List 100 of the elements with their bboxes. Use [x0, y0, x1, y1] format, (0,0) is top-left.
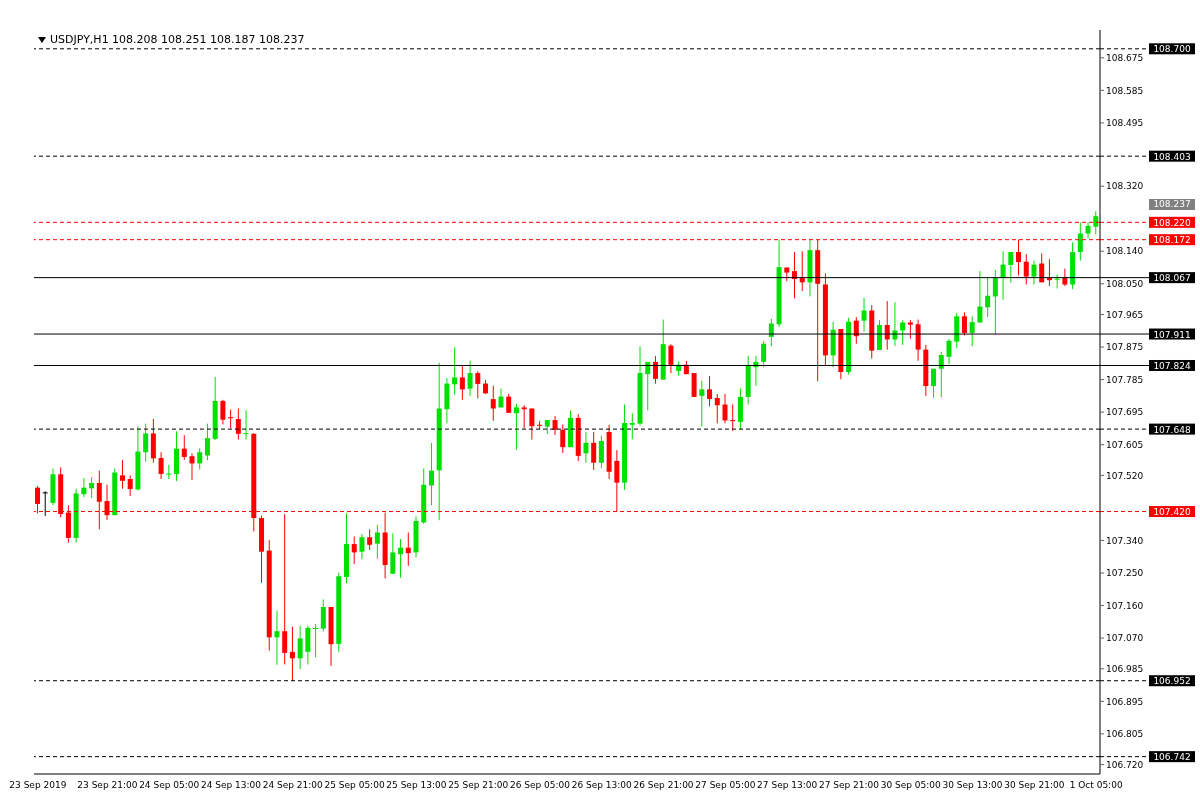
candlestick [691, 372, 697, 398]
x-tick-label: 25 Sep 05:00 [324, 780, 385, 791]
x-tick-label: 26 Sep 21:00 [633, 780, 694, 791]
candlestick [367, 528, 373, 551]
candlestick [1039, 252, 1045, 283]
y-tick-label: 107.160 [1106, 600, 1144, 611]
candlestick [467, 360, 473, 397]
x-tick-label: 23 Sep 21:00 [77, 780, 138, 791]
candlestick [722, 393, 728, 424]
candlestick [351, 535, 357, 565]
candlestick [1085, 221, 1091, 239]
candlestick [282, 513, 288, 665]
candlestick [761, 340, 767, 368]
candlestick [1000, 250, 1006, 301]
candlestick [374, 524, 380, 560]
y-tick-label: 108.675 [1106, 53, 1144, 64]
candlestick [297, 625, 303, 670]
x-tick-label: 23 Sep 2019 [9, 780, 67, 791]
y-tick-label: 107.785 [1106, 374, 1144, 385]
candlestick [861, 297, 867, 332]
x-tick-label: 24 Sep 21:00 [262, 780, 324, 791]
y-tick-label: 106.985 [1106, 663, 1144, 674]
candlestick [313, 623, 319, 658]
x-tick-label: 25 Sep 13:00 [386, 780, 447, 791]
candlestick [452, 346, 458, 396]
candlestick [81, 477, 87, 498]
candlestick [490, 385, 496, 422]
candlestick [629, 412, 635, 440]
y-tick-label: 107.605 [1106, 439, 1144, 450]
candlestick [529, 408, 535, 441]
candlestick [560, 423, 566, 454]
y-tick-label: 107.520 [1106, 470, 1144, 481]
candlestick [1031, 260, 1037, 286]
y-tick-label: 108.050 [1106, 278, 1144, 289]
x-tick-label: 1 Oct 05:00 [1069, 780, 1123, 791]
candlestick [946, 338, 952, 365]
candlestick [552, 415, 558, 436]
y-tick-label: 107.250 [1106, 568, 1144, 579]
candlestick [598, 435, 604, 469]
candlestick [305, 625, 311, 665]
candlestick [521, 404, 527, 429]
x-tick-label: 26 Sep 05:00 [509, 780, 571, 791]
candlestick [907, 319, 913, 340]
candlestick [645, 361, 651, 411]
candlestick [398, 538, 404, 579]
candlestick [158, 451, 164, 480]
candlestick [475, 370, 481, 399]
ref-line-label: 107.911 [1153, 329, 1191, 340]
candlestick [119, 459, 125, 490]
candlestick [235, 408, 241, 441]
y-tick-label: 107.340 [1106, 535, 1144, 546]
ref-line-label: 106.952 [1153, 676, 1191, 687]
candlestick [166, 464, 172, 480]
candlestick [359, 533, 365, 560]
ref-line-label: 108.172 [1153, 235, 1191, 246]
text: 108.237 [1149, 198, 1195, 210]
candlestick [992, 269, 998, 335]
candlestick [289, 626, 295, 682]
x-tick-label: 26 Sep 13:00 [571, 780, 633, 791]
y-tick-label: 106.805 [1106, 729, 1144, 740]
candlestick [127, 474, 133, 497]
x-tick-label: 30 Sep 13:00 [942, 780, 1003, 791]
candlestick [459, 364, 465, 401]
candlestick [985, 277, 991, 318]
candlestick [1016, 239, 1022, 276]
x-tick-label: 27 Sep 05:00 [695, 780, 756, 791]
candlestick [799, 250, 805, 292]
y-tick-label: 107.965 [1106, 309, 1144, 320]
candlestick [228, 409, 234, 429]
candlestick [591, 431, 597, 471]
candlestick [652, 355, 658, 385]
candlestick [204, 423, 210, 461]
candlestick [938, 351, 944, 398]
candlestick [1008, 251, 1014, 284]
chart-title: USDJPY,H1 108.208 108.251 108.187 108.237 [50, 33, 305, 46]
candlestick [89, 476, 95, 499]
candlestick [390, 532, 396, 575]
candlestick [1046, 258, 1052, 287]
ref-line-label: 108.220 [1153, 217, 1191, 228]
y-tick-label: 107.875 [1106, 342, 1144, 353]
ref-line-label: 106.742 [1153, 752, 1191, 763]
candlestick [969, 315, 975, 347]
candlestick [143, 423, 149, 463]
y-tick-label: 108.585 [1106, 85, 1144, 96]
candlestick [320, 598, 326, 633]
candlestick [931, 368, 937, 399]
ref-line-label: 107.420 [1153, 507, 1191, 518]
x-tick-label: 24 Sep 13:00 [200, 780, 262, 791]
x-tick-label: 30 Sep 05:00 [880, 780, 942, 791]
candlestick [197, 447, 203, 471]
candlestick [977, 270, 983, 323]
candlestick [220, 399, 226, 425]
candlestick [513, 403, 519, 451]
candlestick [506, 393, 512, 414]
candlestick [274, 610, 280, 666]
x-tick-label: 27 Sep 21:00 [818, 780, 880, 791]
x-tick-label: 27 Sep 13:00 [757, 780, 818, 791]
y-tick-label: 106.720 [1106, 759, 1144, 770]
candlestick [900, 319, 906, 346]
candlestick [583, 431, 589, 464]
